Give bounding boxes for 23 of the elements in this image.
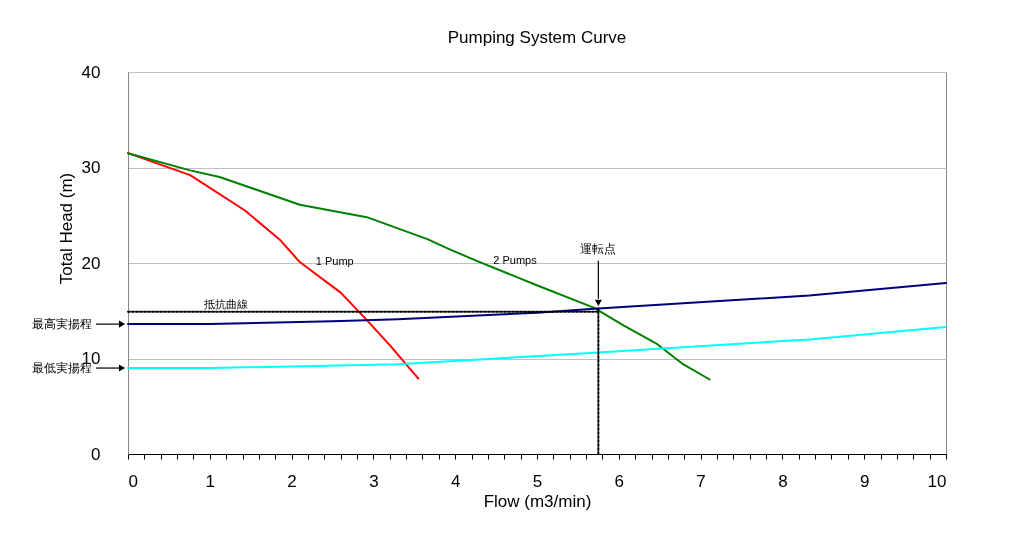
x-tick-label: 9 <box>859 471 870 491</box>
annotation: 運転点 <box>580 241 617 256</box>
x-tick-label: 10 <box>927 471 947 491</box>
x-axis-title: Flow (m3/min) <box>483 491 592 511</box>
y-tick-label: 40 <box>81 62 101 82</box>
x-tick-label: 0 <box>128 471 138 491</box>
x-tick-label: 6 <box>614 471 625 491</box>
x-tick-label: 3 <box>369 471 379 491</box>
x-tick-label: 5 <box>532 471 543 491</box>
x-tick-label: 8 <box>778 471 788 491</box>
x-tick-label: 7 <box>696 471 706 491</box>
annotation: 1 Pump <box>315 255 354 268</box>
annotation: 2 Pumps <box>493 254 538 267</box>
text: 最高実揚程 <box>32 317 92 332</box>
y-tick-label: 30 <box>81 158 101 177</box>
annotation: 抵抗曲線 <box>203 297 249 310</box>
y-tick-label: 20 <box>81 253 101 273</box>
chart-title: Pumping System Curve <box>447 28 627 47</box>
y-axis-title: Total Head (m) <box>56 172 76 285</box>
y-tick-label: 0 <box>91 444 101 464</box>
x-tick-label: 1 <box>205 471 216 491</box>
x-tick-label: 4 <box>450 471 461 491</box>
x-tick-label: 2 <box>287 471 297 491</box>
